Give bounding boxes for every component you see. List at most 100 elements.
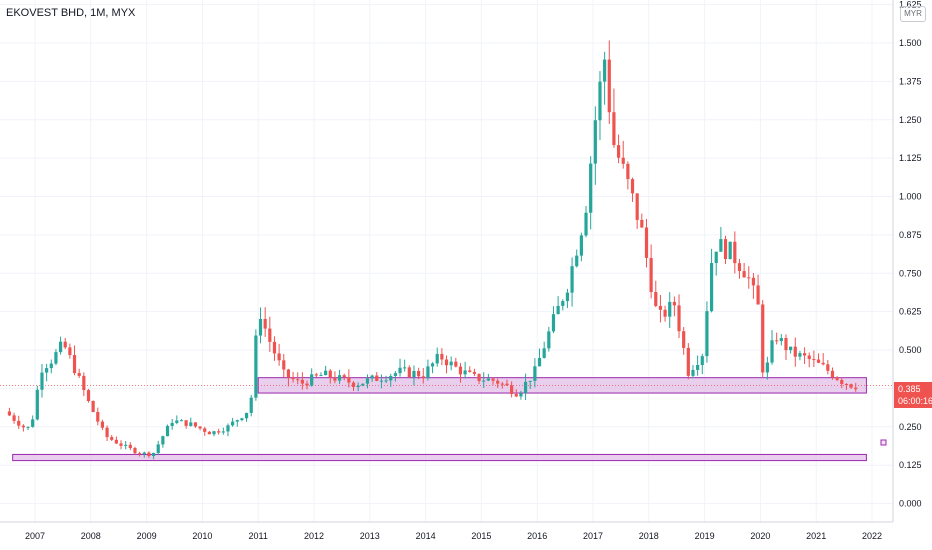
candle-body	[570, 266, 574, 293]
candle-body	[324, 370, 328, 376]
candle-body	[361, 383, 365, 386]
candle-body	[733, 241, 737, 264]
candle-body	[533, 366, 537, 381]
price-axis[interactable]: 1.625 1.500 1.375 1.250 1.125 1.000 0.875 0.750…	[899, 0, 922, 509]
candle-body	[523, 381, 528, 394]
candle-body	[491, 378, 495, 381]
candle-body	[203, 428, 207, 432]
candle-body	[565, 292, 570, 302]
alert-marker[interactable]	[880, 439, 887, 446]
candle-body	[537, 357, 542, 367]
candle-body	[826, 364, 830, 371]
x-tick-label: 2011	[249, 531, 268, 541]
candle-body	[342, 375, 346, 378]
candle-body	[105, 427, 109, 438]
candle-body	[347, 377, 351, 383]
candle-body	[110, 437, 114, 440]
y-tick-label: 0.875	[899, 230, 922, 240]
candle-body	[58, 341, 63, 353]
candle-body	[217, 431, 221, 433]
candle-body	[272, 341, 277, 354]
candle-body	[784, 338, 788, 351]
x-tick-label: 2012	[304, 531, 324, 541]
candle-body	[789, 346, 793, 351]
candle-body	[221, 431, 225, 433]
candle-body	[579, 235, 583, 256]
candle-body	[54, 352, 58, 364]
candle-body	[719, 239, 723, 252]
candle-body	[482, 380, 486, 382]
candle-body	[133, 447, 137, 454]
candle-body	[477, 373, 481, 382]
x-tick-label: 2017	[583, 531, 603, 541]
candle-body	[170, 422, 174, 426]
candle-body	[663, 309, 667, 317]
candle-body	[612, 112, 616, 146]
candle-body	[737, 263, 742, 272]
y-tick-label: 0.750	[899, 268, 922, 278]
last-price-value: 0.385	[898, 384, 921, 394]
candle-body	[310, 374, 314, 386]
candle-body	[519, 393, 523, 397]
candle-body	[458, 366, 463, 375]
candle-body	[393, 373, 397, 376]
candle-body	[542, 348, 546, 358]
candle-body	[7, 411, 12, 416]
y-tick-label: 1.250	[899, 115, 922, 125]
candle-body	[682, 331, 686, 348]
candle-body	[356, 385, 360, 388]
candle-body	[812, 359, 816, 361]
candle-body	[635, 193, 639, 220]
candle-body	[82, 375, 86, 391]
candle-body	[226, 425, 230, 432]
bar-countdown: 06:00:16	[898, 396, 932, 406]
candle-body	[854, 387, 858, 390]
candle-body	[626, 163, 630, 180]
candle-body	[412, 370, 416, 378]
candle-body	[179, 420, 184, 422]
candle-body	[147, 452, 151, 456]
candle-body	[114, 439, 118, 444]
price-axis-bg	[893, 0, 932, 522]
currency-label[interactable]: MYR	[900, 6, 926, 22]
candle-body	[742, 271, 746, 278]
candle-body	[12, 415, 16, 421]
x-tick-label: 2019	[695, 531, 715, 541]
candle-body	[291, 377, 295, 380]
candle-body	[86, 390, 91, 402]
symbol-title[interactable]: EKOVEST BHD, 1M, MYX	[6, 7, 136, 19]
y-tick-label: 1.625	[899, 0, 922, 10]
candle-body	[417, 370, 421, 377]
candle-body	[816, 359, 821, 363]
candle-body	[640, 219, 644, 228]
candle-body	[282, 360, 286, 370]
candle-body	[337, 375, 342, 381]
candle-body	[844, 384, 849, 386]
candle-body	[189, 422, 193, 426]
candle-body	[379, 380, 384, 382]
candle-body	[649, 257, 653, 293]
candle-body	[319, 375, 323, 377]
x-tick-label: 2007	[25, 531, 45, 541]
candle-body	[96, 411, 100, 422]
candle-body	[435, 353, 439, 364]
candle-body	[235, 420, 239, 422]
support-zone[interactable]	[12, 453, 867, 462]
candle-body	[249, 397, 253, 413]
candle-body	[49, 363, 53, 369]
candle-body	[756, 285, 760, 305]
time-axis[interactable]: 2007 2008 2009 2010 2011 2012 2013 2014 2015 2016…	[25, 531, 882, 541]
y-tick-label: 0.125	[899, 460, 922, 470]
candle-body	[444, 359, 449, 366]
candle-body	[607, 59, 611, 113]
last-price-tag: 0.385 06:00:16	[894, 382, 932, 408]
candle-body	[244, 412, 249, 419]
candle-body	[375, 375, 379, 381]
candle-body	[621, 157, 625, 164]
candle-body	[840, 379, 844, 385]
candle-body	[193, 422, 198, 427]
candle-body	[584, 212, 588, 236]
candle-body	[91, 401, 95, 412]
candle-body	[761, 304, 765, 373]
